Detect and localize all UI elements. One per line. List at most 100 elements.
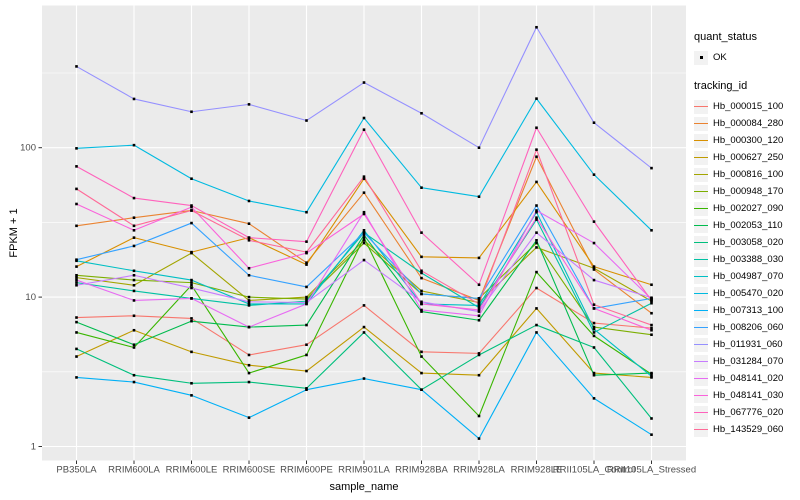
data-point xyxy=(535,155,538,159)
data-point xyxy=(420,276,423,280)
data-point xyxy=(535,180,538,184)
data-point xyxy=(132,143,136,147)
data-point xyxy=(305,285,308,289)
legend-item-Hb_003058_020: Hb_003058_020 xyxy=(694,234,783,251)
legend-item-label: Hb_048141_030 xyxy=(713,390,784,401)
data-point xyxy=(420,355,423,358)
data-point xyxy=(535,210,538,214)
data-point xyxy=(305,263,308,266)
legend-line-swatch xyxy=(694,343,708,346)
legend-item-label: Hb_002027_090 xyxy=(713,203,784,214)
data-point xyxy=(650,333,653,337)
data-point xyxy=(75,276,78,279)
data-point xyxy=(190,204,193,207)
data-point xyxy=(190,394,193,397)
legend-key-box xyxy=(694,184,708,199)
data-point xyxy=(305,387,308,390)
data-point xyxy=(362,377,366,380)
data-point xyxy=(535,218,538,221)
legend-item-Hb_048141_020: Hb_048141_020 xyxy=(694,370,783,387)
data-point xyxy=(420,231,423,234)
data-point xyxy=(247,199,251,203)
data-point xyxy=(190,251,193,255)
x-axis-title: sample_name xyxy=(329,481,399,493)
data-point xyxy=(305,210,308,214)
data-point xyxy=(650,228,653,232)
legend-item-label: Hb_067776_020 xyxy=(713,407,784,418)
data-point xyxy=(247,295,251,299)
legend-item-Hb_002053_110: Hb_002053_110 xyxy=(694,217,783,234)
data-point xyxy=(477,195,481,198)
data-point xyxy=(592,327,596,331)
data-point xyxy=(132,273,136,277)
y-tick-label: 10 xyxy=(25,292,36,303)
data-point xyxy=(190,177,193,181)
data-point xyxy=(247,238,251,242)
legend-item-Hb_143529_060: Hb_143529_060 xyxy=(694,421,783,438)
legend-item-label: Hb_000015_100 xyxy=(713,101,784,112)
legend-line-swatch xyxy=(694,377,708,380)
data-point xyxy=(305,299,308,303)
legend-item-label: Hb_008206_060 xyxy=(713,322,784,333)
legend-item-Hb_002027_090: Hb_002027_090 xyxy=(694,200,783,217)
data-point xyxy=(190,381,193,385)
data-point xyxy=(420,269,423,273)
legend-item-Hb_048141_030: Hb_048141_030 xyxy=(694,387,783,404)
data-point xyxy=(362,304,366,307)
data-point xyxy=(75,65,78,68)
data-point xyxy=(362,331,366,334)
data-point xyxy=(132,278,136,282)
legend-item-label: Hb_004987_070 xyxy=(713,271,784,282)
data-point xyxy=(75,331,78,334)
legend-key-box xyxy=(694,371,708,386)
legend-line-swatch xyxy=(694,122,708,125)
data-point xyxy=(477,310,481,313)
legend-key-box xyxy=(694,201,708,216)
data-point xyxy=(477,414,481,418)
data-point xyxy=(592,241,596,245)
data-point xyxy=(132,314,136,318)
data-point xyxy=(305,343,308,347)
legend-line-swatch xyxy=(694,360,708,363)
legend-key-box xyxy=(694,405,708,420)
data-point xyxy=(592,397,596,400)
legend-line-swatch xyxy=(694,394,708,397)
y-axis-title: FPKM + 1 xyxy=(8,208,20,258)
data-point xyxy=(535,286,538,290)
data-point xyxy=(535,204,538,207)
data-point xyxy=(75,258,78,261)
legend-key-box xyxy=(694,388,708,403)
legend-key-box xyxy=(694,252,708,267)
legend-item-Hb_004987_070: Hb_004987_070 xyxy=(694,268,783,285)
data-point xyxy=(535,231,538,234)
data-point xyxy=(305,353,308,357)
legend-key-box xyxy=(694,150,708,165)
data-point xyxy=(420,186,423,189)
data-point xyxy=(420,350,423,354)
legend-item-label: Hb_048141_020 xyxy=(713,373,784,384)
data-point xyxy=(132,299,136,302)
data-point xyxy=(362,236,366,239)
data-point xyxy=(592,173,596,176)
data-point xyxy=(362,191,366,194)
data-point xyxy=(477,256,481,260)
data-point xyxy=(305,240,308,243)
data-point xyxy=(535,241,538,245)
data-point xyxy=(132,228,136,232)
legend-line-swatch xyxy=(694,207,708,210)
data-point xyxy=(305,388,308,391)
data-point xyxy=(650,326,653,330)
data-point xyxy=(132,216,136,219)
legend-item-Hb_005470_020: Hb_005470_020 xyxy=(694,285,783,302)
legend-key-box xyxy=(694,99,708,114)
legend-item-label: OK xyxy=(713,52,727,63)
data-point xyxy=(362,177,366,181)
data-point xyxy=(132,224,136,228)
x-tick-label: RRII105LA_Control xyxy=(553,465,635,476)
legend-key-box xyxy=(694,116,708,131)
data-point xyxy=(190,317,193,320)
legend-item-Hb_031284_070: Hb_031284_070 xyxy=(694,353,783,370)
data-point xyxy=(132,373,136,377)
data-point xyxy=(592,266,596,270)
